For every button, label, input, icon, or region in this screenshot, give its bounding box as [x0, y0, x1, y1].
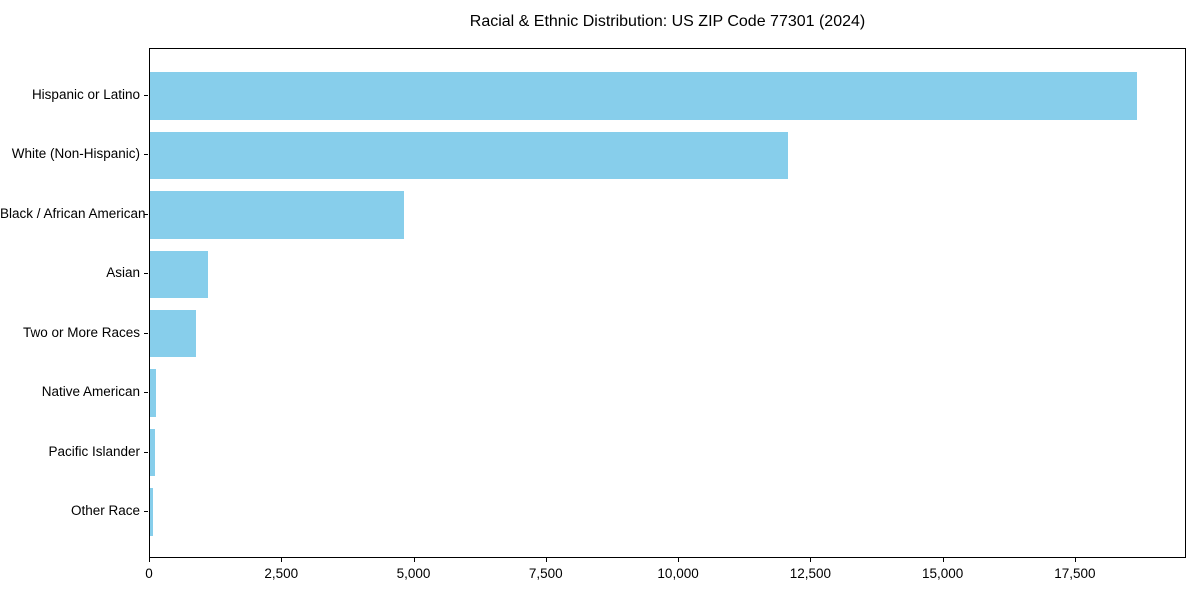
y-tick-label: Black / African American	[0, 205, 146, 221]
bar	[150, 72, 1137, 120]
x-tick-mark	[413, 558, 415, 562]
bar	[150, 131, 789, 180]
y-tick-mark	[144, 94, 148, 96]
x-tick-mark	[810, 558, 812, 562]
x-tick-label: 2,500	[264, 566, 299, 581]
bar	[150, 309, 197, 358]
y-tick-mark	[144, 511, 148, 513]
y-tick-label: Hispanic or Latino	[31, 86, 140, 102]
y-tick-mark	[144, 332, 148, 334]
bar	[150, 250, 208, 299]
y-tick-mark	[144, 392, 148, 394]
y-tick-mark	[144, 451, 148, 453]
y-tick-label: Pacific Islander	[48, 443, 140, 459]
y-tick-label: Two or More Races	[22, 324, 140, 340]
y-tick-mark	[144, 273, 148, 275]
y-tick-label: Other Race	[70, 503, 140, 519]
y-tick-label: Native American	[41, 384, 140, 400]
bar	[150, 369, 156, 417]
x-tick-mark	[678, 558, 680, 562]
y-tick-mark	[144, 213, 148, 215]
x-tick-label: 7,500	[528, 566, 563, 581]
x-tick-label: 15,000	[921, 566, 964, 581]
y-tick-label: Asian	[106, 265, 140, 281]
x-tick-mark	[1074, 558, 1076, 562]
bar	[150, 428, 155, 477]
x-tick-label: 10,000	[657, 566, 699, 581]
x-tick-label: 12,500	[789, 566, 831, 581]
plot-area	[149, 48, 1186, 558]
x-tick-mark	[149, 558, 150, 562]
y-tick-label: White (Non-Hispanic)	[11, 146, 140, 162]
bar	[150, 488, 153, 536]
bar	[150, 191, 404, 239]
y-tick-mark	[144, 154, 148, 156]
x-tick-mark	[545, 558, 547, 562]
x-tick-mark	[942, 558, 944, 562]
x-tick-mark	[281, 558, 283, 562]
x-tick-label: 0	[145, 566, 153, 581]
x-tick-label: 17,500	[1054, 566, 1096, 581]
x-tick-label: 5,000	[396, 566, 431, 581]
chart-title: Racial & Ethnic Distribution: US ZIP Cod…	[469, 13, 866, 30]
